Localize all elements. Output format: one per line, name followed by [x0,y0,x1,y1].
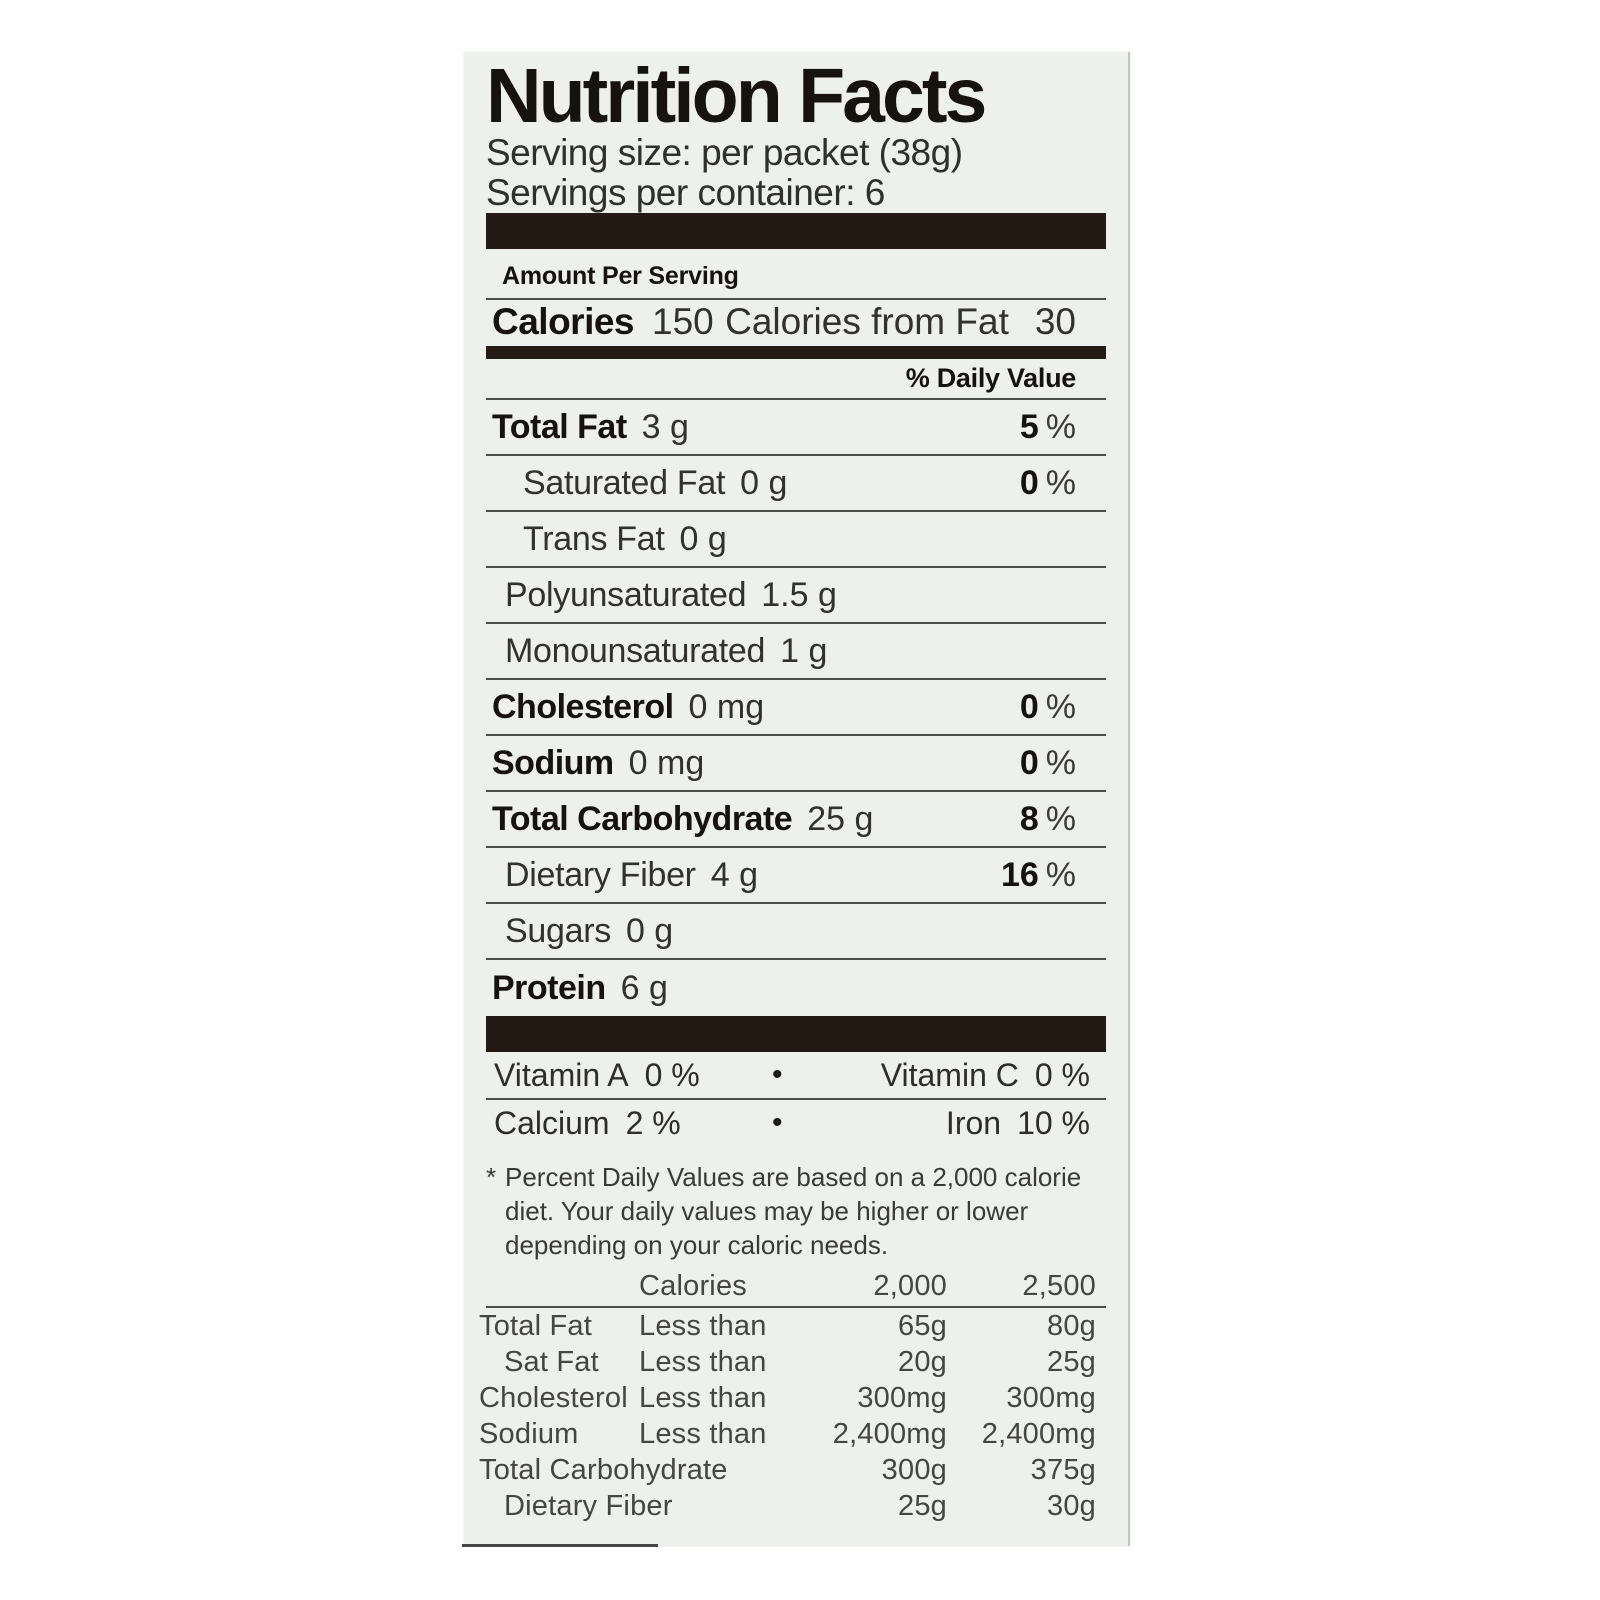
percent-sign: % [1045,855,1076,894]
nutrient-name: Trans Fat [523,519,665,558]
nutrient-amount: 0 g [740,463,788,502]
nutrient-row-dietary-fiber: Dietary Fiber 4 g 16% [486,848,1106,904]
separator-bar-top [486,213,1106,249]
nutrient-amount: 0 g [679,519,727,558]
nutrient-amount: 6 g [620,968,668,1007]
percent-sign: % [1045,407,1076,446]
nutrient-daily-value: 5% [1019,407,1076,446]
percent-sign: % [1045,687,1076,726]
nutrient-name: Total Carbohydrate [492,799,793,838]
nutrient-name: Sugars [505,911,611,950]
footnote-line: depending on your caloric needs. [505,1230,889,1260]
vitamin-a-label: Vitamin A [494,1057,629,1093]
calories-from-fat-value: 30 [1034,301,1076,342]
vitamin-c-label: Vitamin C [880,1057,1019,1093]
nutrient-row-total-fat: Total Fat 3 g 5% [486,400,1106,456]
nutrient-name: Saturated Fat [523,463,726,502]
calcium-value: 2 % [625,1105,681,1141]
bullet-separator: • [772,1106,783,1139]
percent-sign: % [1045,799,1076,838]
percent-sign: % [1045,743,1076,782]
serving-size-line: Serving size: per packet (38g) [486,132,963,173]
nutrient-amount: 3 g [641,407,689,446]
nutrient-row-monounsaturated: Monounsaturated 1 g [486,624,1106,680]
header-calories: Calories [639,1270,747,1302]
nutrient-row-cholesterol: Cholesterol 0 mg 0% [486,680,1106,736]
nutrient-row-total-carbohydrate: Total Carbohydrate 25 g 8% [486,792,1106,848]
percent-sign: % [1045,463,1076,502]
calories-value: 150 [652,301,714,342]
servings-per-container-line: Servings per container: 6 [486,172,885,213]
daily-value-header: % Daily Value [486,359,1106,400]
nutrient-row-sodium: Sodium 0 mg 0% [486,736,1106,792]
amount-per-serving-heading: Amount Per Serving [486,262,1106,300]
footnote-line: diet. Your daily values may be higher or… [505,1196,1029,1226]
nutrient-daily-value: 0% [1019,463,1076,502]
nutrient-name: Polyunsaturated [505,575,747,614]
nutrient-row-saturated-fat: Saturated Fat 0 g 0% [486,456,1106,512]
calories-from-fat-label: Calories from Fat [725,301,1009,342]
micronutrient-row-minerals: Calcium 2 % • Iron 10 % [486,1100,1106,1146]
nutrient-name: Sodium [492,743,614,782]
daily-value-table-header: Calories 2,000 2,500 [486,1270,1106,1308]
footnote-asterisk: * [486,1162,497,1192]
nutrient-amount: 1.5 g [761,575,837,614]
nutrient-amount: 4 g [710,855,758,894]
iron-value: 10 % [1017,1105,1090,1141]
nutrient-amount: 0 mg [628,743,705,782]
nutrient-daily-value: 16% [1000,855,1076,894]
nutrient-name: Cholesterol [492,687,674,726]
calories-row: Calories 150 Calories from Fat 30 [486,300,1106,346]
nutrient-row-polyunsaturated: Polyunsaturated 1.5 g [486,568,1106,624]
vitamin-c-value: 0 % [1034,1057,1090,1093]
label-title: Nutrition Facts [486,53,987,139]
separator-bar-calories [486,346,1106,359]
calories-label: Calories [492,301,635,342]
nutrient-daily-value: 0% [1019,743,1076,782]
label-bottom-edge-line [462,1544,658,1547]
nutrient-row-sugars: Sugars 0 g [486,904,1106,960]
serving-info: Serving size: per packet (38g) Servings … [486,133,1106,213]
nutrient-name: Protein [492,968,606,1007]
vitamin-a-value: 0 % [644,1057,700,1093]
nutrition-facts-label: Nutrition Facts Serving size: per packet… [462,52,1130,1547]
micronutrient-row-vitamins: Vitamin A 0 % • Vitamin C 0 % [486,1052,1106,1100]
nutrient-amount: 1 g [780,631,828,670]
iron-label: Iron [945,1105,1002,1141]
daily-value-table: Calories 2,000 2,500 Total Fat Less than… [479,1270,1106,1524]
bullet-separator: • [772,1058,783,1091]
nutrient-daily-value: 0% [1019,687,1076,726]
table-row-sat-fat: Sat Fat Less than 20g 25g [504,1346,1096,1378]
table-row-total-fat: Total Fat Less than 65g 80g [479,1310,1096,1342]
nutrient-row-protein: Protein 6 g [486,960,1106,1016]
footnote-line: Percent Daily Values are based on a 2,00… [505,1162,1082,1192]
calcium-label: Calcium [494,1105,610,1141]
separator-bar-protein [486,1016,1106,1052]
nutrient-row-trans-fat: Trans Fat 0 g [486,512,1106,568]
table-row-cholesterol: Cholesterol Less than 300mg 300mg [479,1382,1096,1414]
nutrient-name: Total Fat [492,407,627,446]
nutrient-daily-value: 8% [1019,799,1076,838]
nutrient-amount: 0 g [625,911,674,950]
nutrient-amount: 25 g [807,799,874,838]
nutrient-amount: 0 mg [688,687,765,726]
header-2500: 2,500 [1022,1270,1096,1302]
table-row-total-carbohydrate: Total Carbohydrate 300g 375g [479,1454,1096,1486]
footnote: * Percent Daily Values are based on a 2,… [486,1160,1106,1262]
header-2000: 2,000 [873,1270,947,1302]
nutrient-name: Monounsaturated [505,631,766,670]
nutrient-name: Dietary Fiber [505,855,696,894]
table-row-sodium: Sodium Less than 2,400mg 2,400mg [479,1418,1096,1450]
table-row-dietary-fiber: Dietary Fiber 25g 30g [504,1490,1096,1522]
